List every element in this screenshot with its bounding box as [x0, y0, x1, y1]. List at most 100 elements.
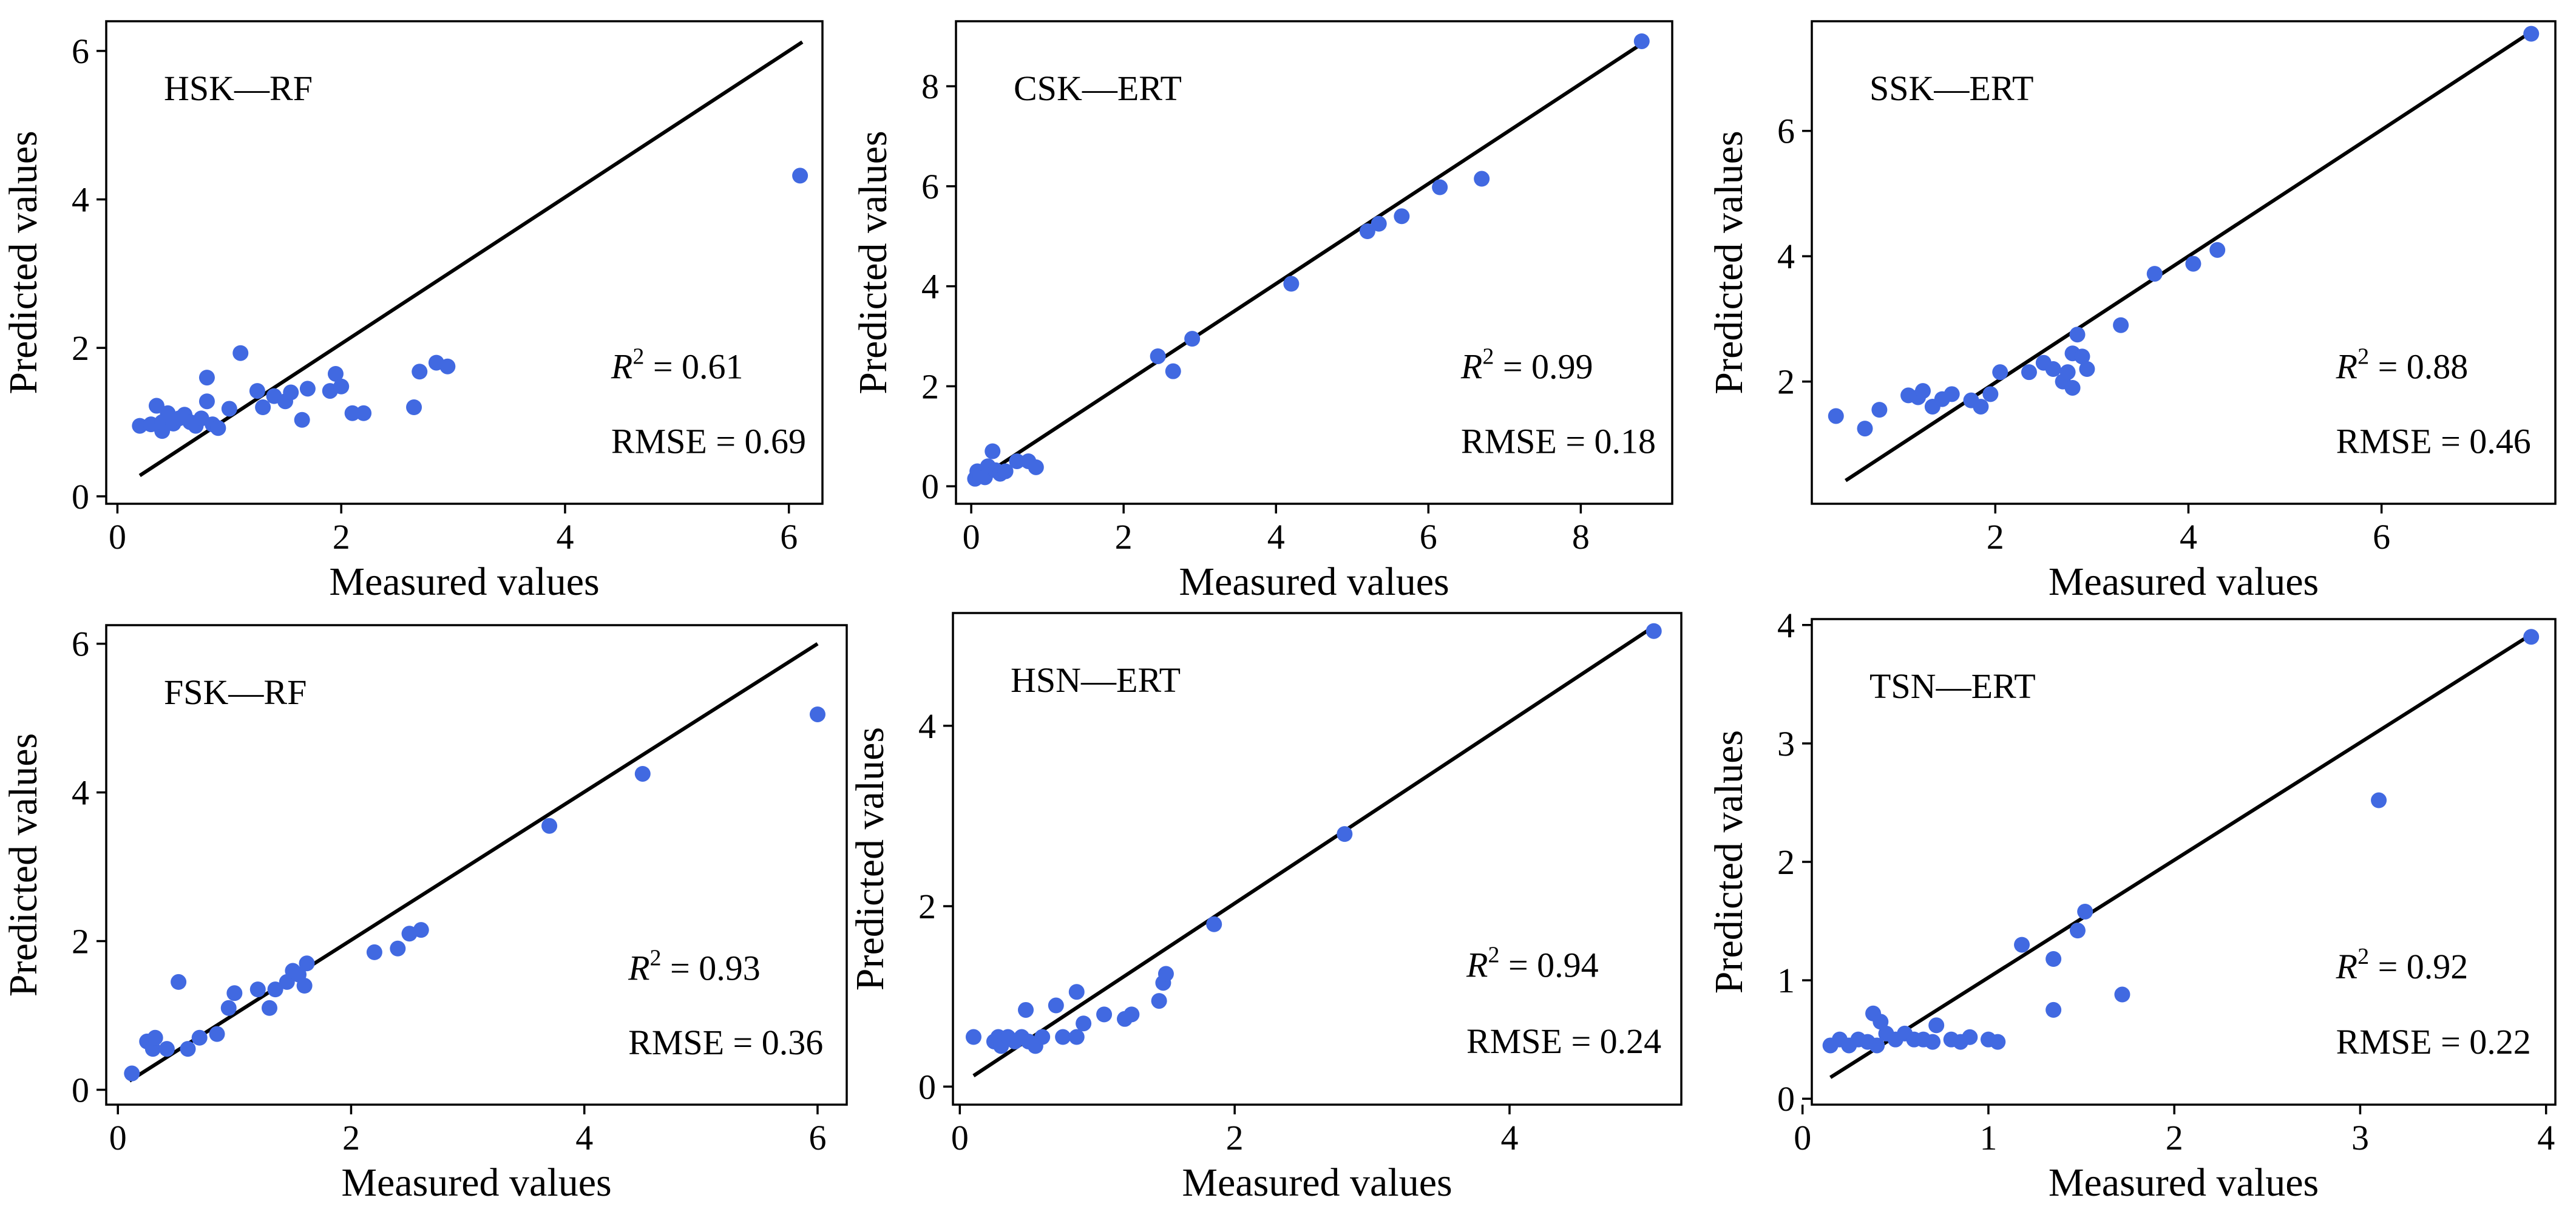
data-point — [191, 1029, 208, 1046]
data-point — [412, 364, 428, 380]
fit-line — [972, 625, 1655, 1077]
x-tick-label: 6 — [2373, 517, 2390, 557]
y-tick-label: 8 — [921, 67, 939, 106]
y-tick-label: 3 — [1777, 724, 1795, 764]
x-axis-label: Measured values — [329, 560, 599, 604]
x-tick-label: 4 — [1267, 517, 1285, 557]
data-point — [1914, 383, 1931, 399]
data-point — [413, 922, 429, 938]
y-tick-label: 0 — [921, 467, 939, 506]
panel-title: TSN—ERT — [1869, 666, 2036, 706]
plot-frame — [105, 624, 848, 1106]
rmse-text: RMSE = 0.24 — [1466, 1021, 1661, 1061]
data-point — [1158, 966, 1174, 982]
x-tick-label: 2 — [1115, 517, 1133, 557]
data-point — [283, 384, 299, 401]
data-point — [294, 412, 310, 428]
data-point — [198, 370, 215, 386]
x-tick-label: 6 — [1420, 517, 1437, 557]
data-point — [2069, 327, 2086, 343]
data-point — [2069, 923, 2086, 939]
fit-line — [974, 42, 1643, 483]
y-tick-label: 0 — [918, 1067, 936, 1106]
data-point — [1928, 1017, 1945, 1034]
y-tick-label: 2 — [72, 922, 89, 961]
r-squared-text: R2 = 0.93 — [628, 946, 761, 988]
y-axis-label: Predicted values — [848, 727, 892, 991]
data-point — [2074, 348, 2090, 365]
rmse-text: RMSE = 0.69 — [611, 422, 806, 461]
y-tick-label: 6 — [1777, 112, 1795, 151]
x-tick-label: 4 — [2537, 1118, 2555, 1157]
chart-panel: 2 4 6 2 4 6 Measured values Predicted values SSK… — [1707, 20, 2557, 604]
x-tick-label: 2 — [342, 1118, 360, 1157]
chart-panel: 0 2 4 0 2 4 Measured values Predicted values HSN… — [848, 612, 1683, 1205]
data-point — [2114, 986, 2130, 1003]
x-tick-label: 8 — [1572, 517, 1590, 557]
data-point — [1018, 1001, 1034, 1018]
data-point — [1633, 33, 1650, 49]
data-point — [439, 358, 456, 374]
y-tick-label: 4 — [72, 773, 89, 813]
x-tick-label: 0 — [963, 517, 980, 557]
y-tick-label: 0 — [1777, 1079, 1795, 1119]
data-point — [2021, 364, 2037, 381]
panel-title: SSK—ERT — [1869, 69, 2033, 108]
data-point — [1165, 363, 1181, 379]
fit-line — [128, 642, 819, 1083]
r-squared-text: R2 = 0.94 — [1466, 942, 1599, 984]
x-tick-label: 6 — [780, 517, 798, 557]
data-point — [1474, 171, 1490, 187]
data-point — [1871, 402, 1888, 418]
x-axis-label: Measured values — [1179, 560, 1449, 604]
data-point — [1869, 1037, 1885, 1054]
y-tick-label: 0 — [72, 477, 89, 517]
data-point — [1359, 223, 1375, 240]
data-point — [634, 765, 651, 782]
data-point — [124, 1065, 140, 1082]
r-squared-text: R2 = 0.92 — [2336, 944, 2469, 986]
r-squared-text: R2 = 0.88 — [2336, 344, 2469, 386]
data-point — [2523, 25, 2540, 42]
data-point — [356, 405, 372, 421]
x-tick-label: 2 — [1987, 517, 2004, 557]
data-point — [299, 955, 315, 972]
data-point — [171, 974, 187, 990]
x-tick-label: 6 — [808, 1118, 826, 1157]
data-point — [1124, 1006, 1140, 1023]
data-point — [267, 981, 283, 998]
data-point — [1973, 398, 1989, 415]
data-point — [1068, 1029, 1085, 1045]
data-point — [249, 981, 266, 998]
data-point — [792, 168, 808, 184]
y-tick-label: 4 — [921, 267, 939, 307]
data-point — [327, 365, 344, 382]
chart-panel: 0 1 2 3 4 0 1 2 3 4 Measured values Predicted value… — [1707, 606, 2557, 1205]
data-point — [1028, 459, 1044, 475]
data-point — [2045, 361, 2061, 378]
x-tick-label: 4 — [575, 1118, 593, 1157]
x-tick-label: 4 — [1500, 1118, 1518, 1157]
data-point — [1206, 916, 1222, 932]
data-point — [1283, 276, 1300, 292]
data-point — [2209, 242, 2226, 258]
data-point — [985, 443, 1001, 459]
plot-frame — [1811, 20, 2557, 505]
data-point — [1034, 1029, 1051, 1045]
fit-line — [1845, 30, 2532, 483]
data-point — [2046, 951, 2062, 967]
data-point — [965, 1029, 981, 1045]
data-point — [1371, 215, 1387, 232]
y-tick-label: 1 — [1777, 961, 1795, 1000]
data-point — [198, 393, 215, 410]
y-tick-label: 0 — [72, 1071, 89, 1110]
r-squared-text: R2 = 0.99 — [1460, 344, 1593, 386]
data-point — [2185, 256, 2201, 272]
x-tick-label: 4 — [556, 517, 574, 557]
data-point — [226, 985, 243, 1001]
data-point — [232, 345, 249, 361]
data-point — [1150, 348, 1166, 364]
data-point — [2077, 903, 2093, 920]
data-point — [1982, 386, 1999, 402]
